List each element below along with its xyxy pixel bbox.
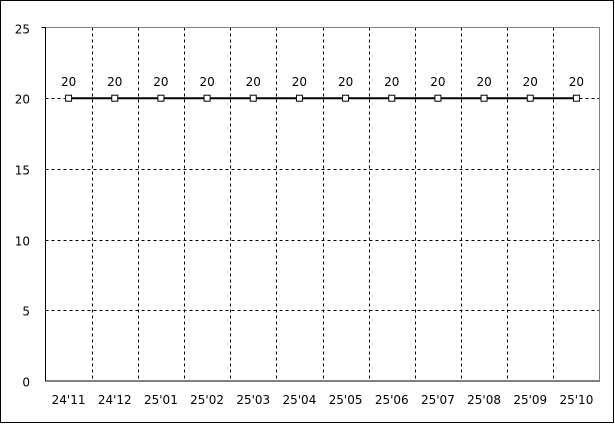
data-point-marker [572,94,580,102]
data-point-marker [157,94,165,102]
data-label: 20 [338,75,353,89]
data-label: 20 [569,75,584,89]
x-tick-label: 25'01 [144,393,178,407]
x-tick-label: 25'07 [421,393,455,407]
data-label: 20 [199,75,214,89]
x-tick-label: 25'10 [559,393,593,407]
y-tick-label: 0 [22,376,30,390]
y-tick-label: 25 [15,23,30,37]
grid [45,27,600,381]
data-point-marker [65,94,73,102]
data-label: 20 [430,75,445,89]
data-point-marker [203,94,211,102]
y-tick-label: 10 [15,235,30,249]
data-point-marker [434,94,442,102]
data-point-marker [111,94,119,102]
series [65,94,580,102]
data-point-marker [526,94,534,102]
data-label: 20 [292,75,307,89]
data-label: 20 [384,75,399,89]
data-point-marker [480,94,488,102]
data-point-marker [342,94,350,102]
y-tick-labels: 0 5 10 15 20 25 [15,23,30,390]
y-tick-label: 15 [15,164,30,178]
x-tick-label: 25'08 [467,393,501,407]
data-label: 20 [107,75,122,89]
x-tick-label: 25'05 [329,393,363,407]
data-point-marker [388,94,396,102]
data-point-marker [295,94,303,102]
data-label: 20 [476,75,491,89]
x-tick-label: 25'06 [375,393,409,407]
x-tick-label: 24'12 [98,393,132,407]
x-tick-label: 25'04 [282,393,316,407]
x-tick-labels: 24'11 24'12 25'01 25'02 25'03 25'04 25'05 25'06… [52,393,594,407]
data-label: 20 [153,75,168,89]
axes [41,27,600,382]
data-label: 20 [523,75,538,89]
x-tick-label: 24'11 [52,393,86,407]
x-tick-label: 25'03 [236,393,270,407]
y-tick-label: 5 [22,305,30,319]
data-label: 20 [246,75,261,89]
x-tick-label: 25'02 [190,393,224,407]
data-label: 20 [61,75,76,89]
y-tick-label: 20 [15,93,30,107]
x-tick-label: 25'09 [513,393,547,407]
data-labels: 20 20 20 20 20 20 20 20 20 20 20 20 [61,75,584,89]
data-point-marker [249,94,257,102]
